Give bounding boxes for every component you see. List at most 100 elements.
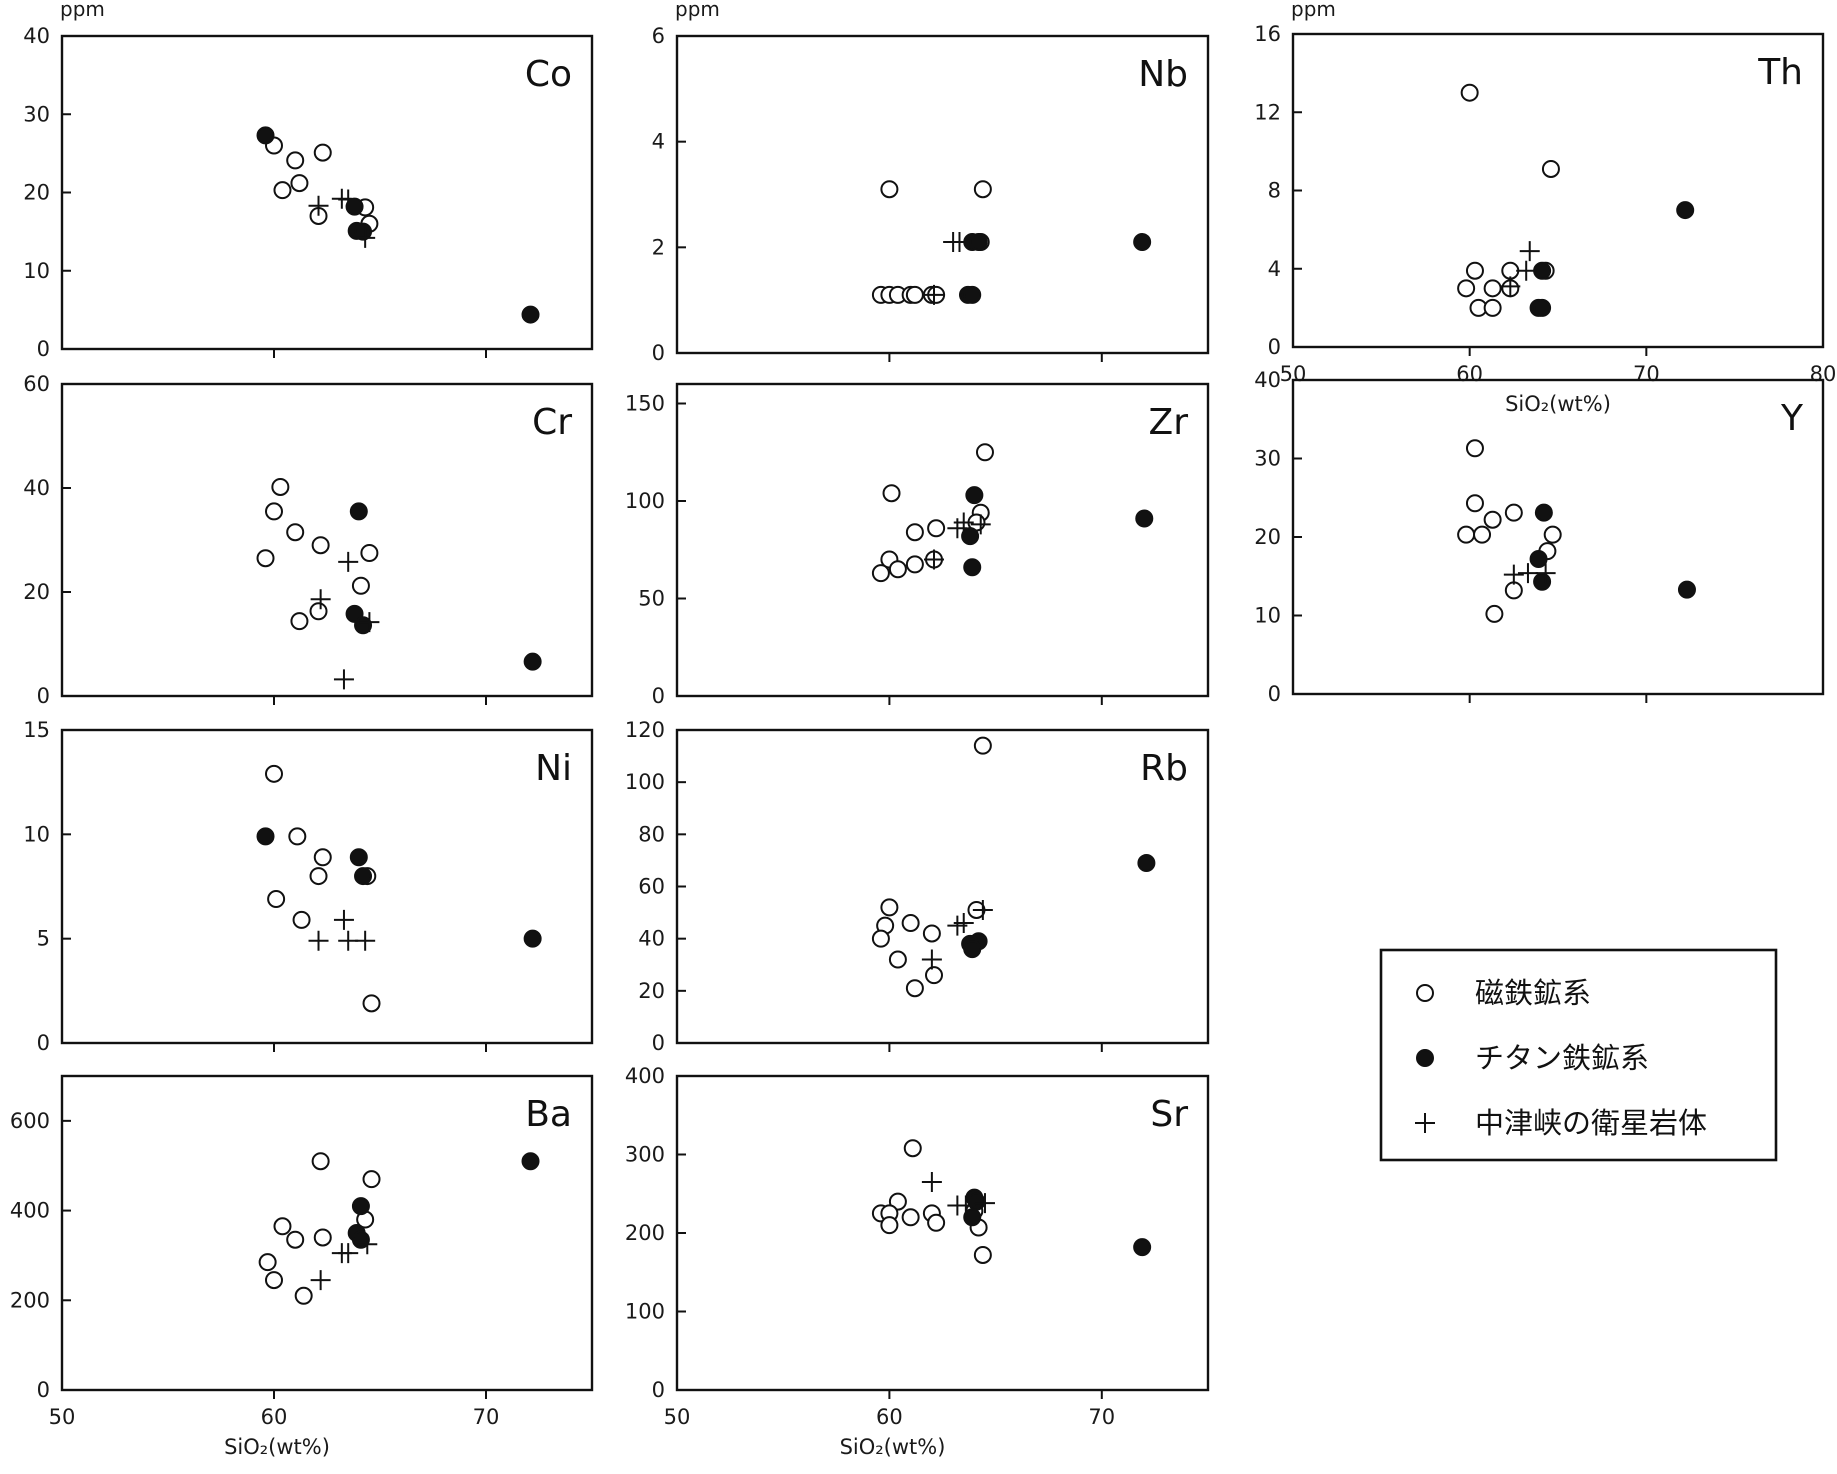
data-point-plus (1500, 276, 1521, 297)
plot-frame (60, 382, 594, 698)
data-point-filled (256, 827, 275, 846)
data-point-plus (921, 1171, 942, 1192)
data-point-filled (523, 652, 542, 671)
y-tick-label: 100 (625, 770, 665, 794)
data-point-plus (338, 930, 359, 951)
data-point-open (1465, 261, 1484, 280)
data-point-filled (521, 305, 540, 324)
y-tick-label: 20 (23, 580, 50, 604)
data-point-plus (1516, 260, 1537, 281)
y-tick-label: 5 (37, 927, 50, 951)
data-point-open (362, 994, 381, 1013)
panel-rb: 0 20 40 60 80 100 120 Rb (625, 718, 1210, 1055)
element-label: Cr (532, 402, 572, 443)
data-point-filled (961, 527, 980, 546)
data-point-plus (1519, 241, 1540, 262)
plot-frame (60, 1074, 594, 1392)
data-point-open (905, 523, 924, 542)
data-point-open (313, 1228, 332, 1247)
data-point-filled (1137, 854, 1156, 873)
data-point-plus (310, 589, 331, 610)
data-point-open (1483, 279, 1502, 298)
x-tick-label: 50 (664, 1405, 691, 1429)
x-tick-label: 70 (473, 1405, 500, 1429)
panel-zr: 0 50 100 150 Zr (625, 382, 1210, 708)
y-tick-label: 400 (10, 1199, 50, 1223)
y-tick-label: 80 (638, 822, 665, 846)
data-point-open (265, 502, 283, 521)
y-tick-label: 10 (1254, 604, 1281, 628)
data-point-open (1473, 525, 1492, 544)
panel-co: 0 10 20 30 40 ppm Co (23, 0, 594, 361)
y-tick-label: 4 (652, 130, 665, 154)
element-label: Y (1780, 398, 1804, 439)
data-point-filled (523, 929, 542, 948)
x-axis-label: SiO₂(wt%) (840, 1435, 946, 1459)
y-tick-label: 400 (625, 1064, 665, 1088)
data-point-plus (1503, 564, 1524, 585)
data-point-plus (338, 1243, 359, 1264)
data-point-open (973, 1245, 992, 1264)
panel-y: 0 10 20 30 40 Y (1254, 368, 1825, 706)
data-point-open (309, 602, 328, 621)
data-point-open (288, 827, 307, 846)
data-point-open (256, 549, 275, 568)
data-point-open (925, 966, 944, 985)
y-tick-label: 200 (10, 1288, 50, 1312)
data-point-open (871, 564, 890, 583)
data-point-open (1465, 439, 1484, 458)
y-tick-label: 16 (1254, 22, 1281, 46)
data-point-open (975, 443, 994, 462)
data-point-plus (333, 909, 354, 930)
plot-frame (675, 382, 1210, 698)
data-point-open (1457, 279, 1476, 298)
data-point-plus (308, 195, 329, 216)
data-point-filled (351, 1197, 370, 1216)
data-point-filled (349, 502, 368, 521)
data-point-open (273, 1217, 292, 1236)
legend-item-label: チタン鉄鉱系 (1475, 1041, 1649, 1075)
data-point-open (888, 560, 907, 579)
y-tick-label: 40 (23, 24, 50, 48)
y-tick-label: 300 (625, 1143, 665, 1167)
data-point-filled (1677, 580, 1696, 599)
y-tick-label: 200 (625, 1221, 665, 1245)
data-point-plus (308, 930, 329, 951)
data-point-open (271, 477, 290, 496)
data-point-plus (310, 1270, 331, 1291)
y-tick-label: 8 (1268, 179, 1281, 203)
plot-frame (60, 728, 594, 1045)
data-point-open (905, 285, 924, 304)
data-point-open (882, 484, 901, 503)
data-point-open (903, 1139, 922, 1158)
y-tick-label: 0 (652, 684, 665, 708)
data-point-plus (949, 232, 970, 253)
y-tick-label: 2 (652, 235, 665, 259)
legend-filled-circle-marker (1416, 1049, 1434, 1067)
y-tick-label: 20 (638, 979, 665, 1003)
x-axis-label: SiO₂(wt%) (1505, 392, 1611, 416)
y-tick-label: 30 (23, 102, 50, 126)
legend-plus-marker (1415, 1113, 1435, 1133)
data-point-filled (1135, 509, 1154, 528)
data-point-open (311, 1152, 330, 1171)
y-tick-label: 12 (1254, 100, 1281, 124)
data-point-open (362, 1170, 381, 1189)
data-point-plus (338, 551, 359, 572)
data-point-filled (349, 848, 368, 867)
data-point-filled (963, 558, 982, 577)
data-point-plus (970, 514, 991, 535)
panel-ba: 0 200 400 600 50 60 70 SiO₂(wt%) Ba (10, 1074, 594, 1459)
data-point-plus (974, 1193, 995, 1214)
legend-open-circle-marker (1416, 984, 1434, 1002)
data-point-open (1504, 503, 1523, 522)
plot-frame (60, 34, 594, 351)
unit-label: ppm (60, 0, 105, 21)
element-label: Ni (535, 748, 572, 789)
data-point-filled (1534, 503, 1553, 522)
data-point-filled (965, 486, 984, 505)
y-tick-label: 30 (1254, 447, 1281, 471)
y-tick-label: 15 (23, 718, 50, 742)
y-tick-label: 20 (1254, 525, 1281, 549)
